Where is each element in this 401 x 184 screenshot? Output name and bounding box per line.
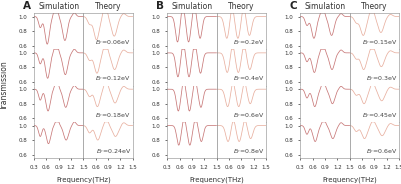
Text: Simulation: Simulation bbox=[171, 2, 213, 11]
Text: Frequency(THz): Frequency(THz) bbox=[56, 177, 111, 183]
Text: $E_F$=0.2eV: $E_F$=0.2eV bbox=[233, 38, 264, 47]
Text: Theory: Theory bbox=[228, 2, 255, 11]
Text: C: C bbox=[289, 1, 297, 11]
Text: Frequency(THz): Frequency(THz) bbox=[322, 177, 377, 183]
Text: $E_F$=0.24eV: $E_F$=0.24eV bbox=[96, 147, 131, 156]
Text: Theory: Theory bbox=[361, 2, 388, 11]
Text: $E_F$=0.4eV: $E_F$=0.4eV bbox=[233, 75, 264, 83]
Text: Transmission: Transmission bbox=[0, 60, 9, 109]
Text: $E_F$=0.12eV: $E_F$=0.12eV bbox=[95, 75, 131, 83]
Text: B: B bbox=[156, 1, 164, 11]
Text: $E_F$=0.06eV: $E_F$=0.06eV bbox=[95, 38, 131, 47]
Text: $E_F$=0.8eV: $E_F$=0.8eV bbox=[233, 147, 264, 156]
Text: $E_F$=0.15eV: $E_F$=0.15eV bbox=[362, 38, 397, 47]
Text: $E_F$=0.18eV: $E_F$=0.18eV bbox=[95, 111, 131, 120]
Text: $E_F$=0.6eV: $E_F$=0.6eV bbox=[366, 147, 397, 156]
Text: $E_F$=0.3eV: $E_F$=0.3eV bbox=[366, 75, 397, 83]
Text: Simulation: Simulation bbox=[38, 2, 79, 11]
Text: Simulation: Simulation bbox=[304, 2, 346, 11]
Text: A: A bbox=[23, 1, 31, 11]
Text: Frequency(THz): Frequency(THz) bbox=[189, 177, 244, 183]
Text: $E_F$=0.6eV: $E_F$=0.6eV bbox=[233, 111, 264, 120]
Text: $E_F$=0.45eV: $E_F$=0.45eV bbox=[362, 111, 397, 120]
Text: Theory: Theory bbox=[95, 2, 122, 11]
